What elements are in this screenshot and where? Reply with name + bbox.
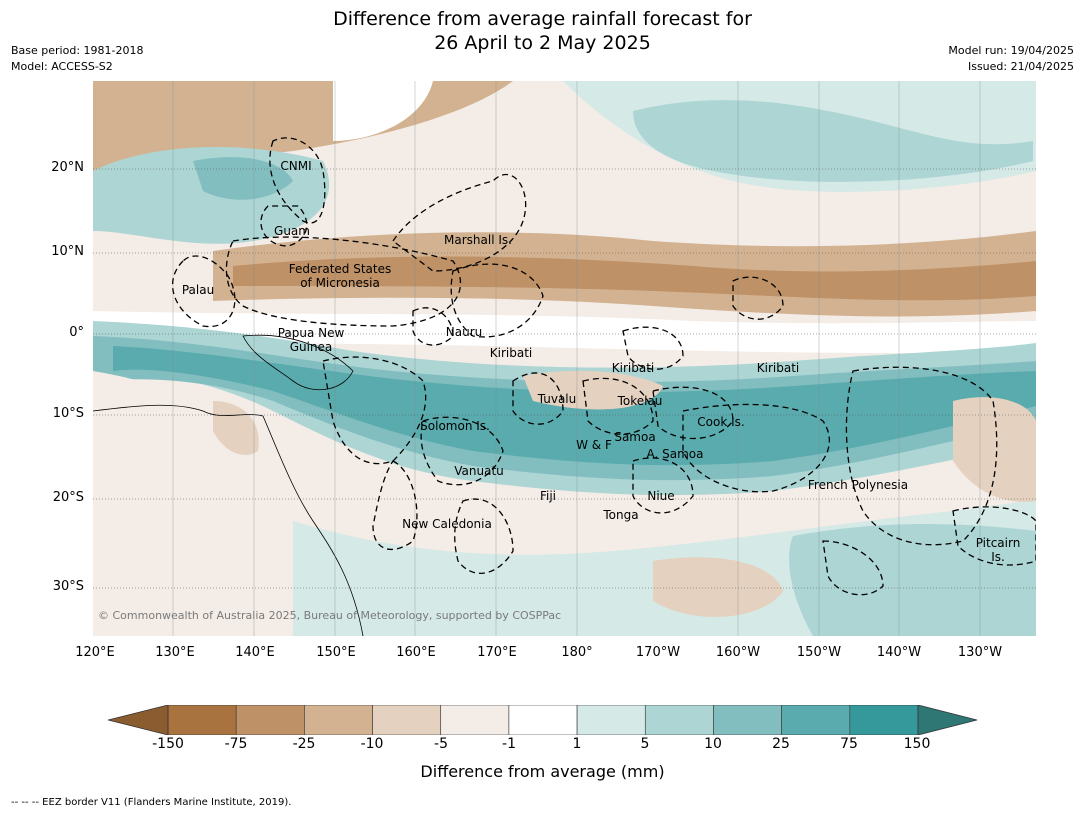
label-fsm-2: of Micronesia — [300, 276, 380, 290]
colorbar-cell-1 — [235, 705, 305, 735]
colorbar-label: Difference from average (mm) — [420, 762, 665, 781]
cb-tick-11: 150 — [903, 736, 931, 752]
colorbar-cell-0 — [167, 705, 237, 735]
y-tick-10n: 10°N — [51, 244, 84, 259]
colorbar — [108, 705, 978, 735]
colorbar-cell-6 — [576, 705, 646, 735]
colorbar-extend-low — [108, 705, 169, 735]
cb-tick-8: 10 — [704, 736, 722, 752]
cb-tick-10: 75 — [840, 736, 858, 752]
y-tick-20s: 20°S — [52, 490, 84, 505]
cb-tick-6: 1 — [572, 736, 582, 752]
label-solomon: Solomon Is. — [420, 419, 490, 433]
label-guam: Guam — [274, 224, 310, 238]
label-kiribati-central: Kiribati — [611, 361, 655, 375]
parallel-gridlines — [93, 168, 1036, 589]
east-dry-patch — [953, 397, 1036, 502]
label-cook: Cook Is. — [697, 415, 745, 429]
ne-wet-core — [633, 100, 1033, 182]
colorbar-cell-3 — [372, 705, 442, 735]
model-name: Model: ACCESS-S2 — [11, 60, 113, 73]
colorbar-cell-4 — [440, 705, 510, 735]
x-tick-160w: 160°W — [715, 645, 761, 660]
colorbar-cell-8 — [713, 705, 782, 735]
label-kiribati-west: Kiribati — [489, 346, 533, 360]
label-kiribati-east: Kiribati — [756, 361, 800, 375]
label-fsm-1: Federated States — [288, 262, 392, 276]
issued-date: Issued: 21/04/2025 — [967, 60, 1074, 73]
x-tick-120e: 120°E — [75, 645, 115, 660]
x-tick-160e: 160°E — [396, 645, 436, 660]
label-pitcairn-1: Pitcairn — [975, 536, 1021, 550]
label-cnmi: CNMI — [280, 159, 312, 173]
cb-tick-4: -5 — [434, 736, 448, 752]
label-vanuatu: Vanuatu — [454, 464, 504, 478]
base-period: Base period: 1981-2018 — [11, 44, 144, 57]
map-canvas — [93, 81, 1036, 636]
label-fiji: Fiji — [539, 489, 557, 503]
label-png-2: Guinea — [289, 340, 333, 354]
label-palau: Palau — [181, 283, 215, 297]
label-nauru: Nauru — [445, 325, 483, 339]
x-tick-170e: 170°E — [477, 645, 517, 660]
colorbar-cell-9 — [781, 705, 851, 735]
label-new-caledonia: New Caledonia — [402, 517, 492, 531]
label-niue: Niue — [647, 489, 675, 503]
cb-tick-2: -25 — [292, 736, 316, 752]
y-tick-20n: 20°N — [51, 160, 84, 175]
label-png-1: Papua New — [277, 326, 345, 340]
label-tonga: Tonga — [603, 508, 639, 522]
label-pitcairn-2: Is. — [991, 550, 1005, 564]
y-tick-30s: 30°S — [52, 579, 84, 594]
cb-tick-5: -1 — [502, 736, 516, 752]
colorbar-cell-5 — [508, 705, 578, 735]
colorbar-cell-7 — [644, 705, 714, 735]
label-tuvalu: Tuvalu — [537, 392, 577, 406]
equatorial-white-gap — [93, 311, 1036, 354]
eez-borders — [172, 137, 1036, 596]
cb-tick-1: -75 — [224, 736, 248, 752]
cb-tick-0: -150 — [152, 736, 184, 752]
title-line-2: 26 April to 2 May 2025 — [434, 32, 651, 54]
south-dry-patch — [653, 557, 783, 618]
north-white-patch — [333, 81, 433, 141]
x-tick-150e: 150°E — [316, 645, 356, 660]
x-tick-180: 180° — [561, 645, 593, 660]
equatorial-dry-core — [233, 256, 1036, 301]
cb-tick-3: -10 — [360, 736, 384, 752]
colorbar-cell-10 — [849, 705, 919, 735]
cb-tick-9: 25 — [772, 736, 790, 752]
model-run: Model run: 19/04/2025 — [948, 44, 1074, 57]
meridian-gridlines — [172, 81, 981, 636]
label-tokelau: Tokelau — [617, 394, 663, 408]
colorbar-cell-2 — [304, 705, 373, 735]
rainfall-map: © Commonwealth of Australia 2025, Bureau… — [93, 81, 1036, 636]
colorbar-extend-high — [917, 705, 978, 735]
palau-wet-core — [193, 157, 293, 200]
title-line-1: Difference from average rainfall forecas… — [333, 8, 752, 30]
tuvalu-dry-patch — [523, 370, 663, 410]
x-tick-130e: 130°E — [155, 645, 195, 660]
x-tick-130w: 130°W — [957, 645, 1003, 660]
label-samoa: Samoa — [614, 430, 656, 444]
eez-footnote: -- -- -- EEZ border V11 (Flanders Marine… — [11, 797, 292, 808]
x-tick-140e: 140°E — [235, 645, 275, 660]
x-tick-140w: 140°W — [876, 645, 922, 660]
label-american-samoa: A. Samoa — [646, 447, 704, 461]
copyright-notice: © Commonwealth of Australia 2025, Bureau… — [98, 609, 562, 622]
label-wallis-futuna: W & F — [576, 438, 612, 452]
x-tick-170w: 170°W — [635, 645, 681, 660]
south-wet-core — [789, 524, 1036, 636]
cb-tick-7: 5 — [640, 736, 650, 752]
png-coastline — [242, 334, 354, 390]
label-french-polynesia: French Polynesia — [807, 478, 909, 492]
x-tick-150w: 150°W — [796, 645, 842, 660]
y-tick-10s: 10°S — [52, 406, 84, 421]
y-tick-0: 0° — [69, 325, 84, 340]
label-marshall: Marshall Is. — [444, 233, 512, 247]
